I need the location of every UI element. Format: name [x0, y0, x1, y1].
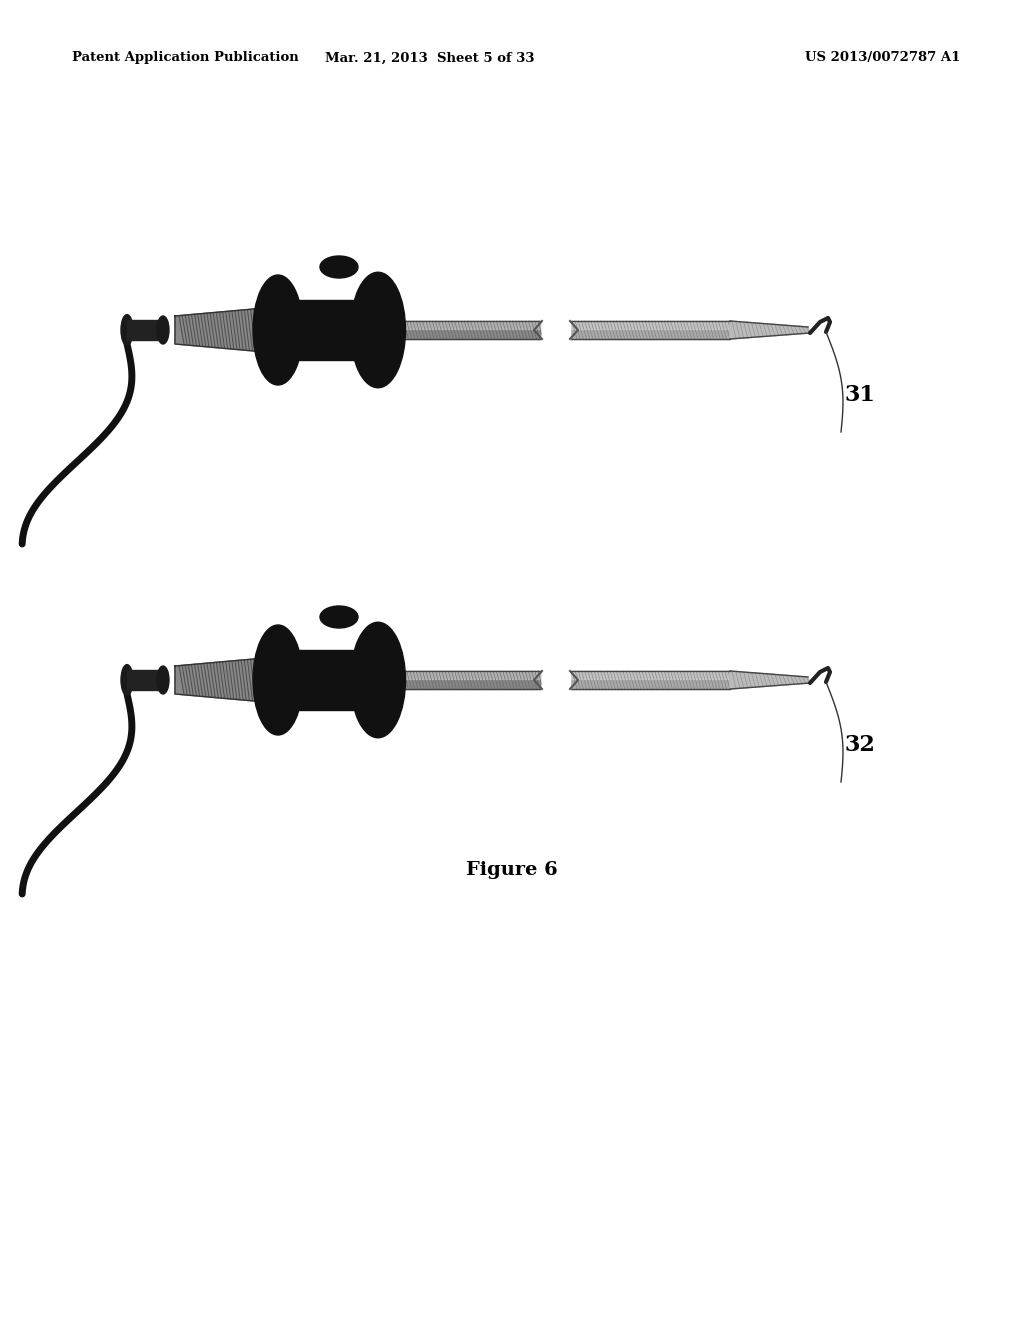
Text: 31: 31 [845, 384, 876, 407]
Polygon shape [395, 671, 540, 689]
Polygon shape [395, 321, 540, 339]
Text: 32: 32 [845, 734, 876, 756]
Polygon shape [730, 671, 810, 689]
Polygon shape [570, 671, 730, 689]
Polygon shape [570, 322, 730, 329]
Polygon shape [127, 321, 163, 339]
Ellipse shape [350, 622, 406, 738]
Polygon shape [570, 321, 730, 339]
Polygon shape [127, 671, 163, 690]
Ellipse shape [121, 664, 133, 696]
Polygon shape [395, 322, 540, 329]
Ellipse shape [157, 315, 169, 345]
Text: Mar. 21, 2013  Sheet 5 of 33: Mar. 21, 2013 Sheet 5 of 33 [326, 51, 535, 65]
Polygon shape [395, 672, 540, 678]
Ellipse shape [350, 272, 406, 388]
Polygon shape [268, 649, 388, 710]
Polygon shape [268, 300, 388, 360]
Ellipse shape [121, 314, 133, 346]
Ellipse shape [157, 667, 169, 694]
Ellipse shape [253, 624, 303, 735]
Ellipse shape [319, 606, 358, 628]
Text: Figure 6: Figure 6 [466, 861, 558, 879]
Polygon shape [730, 321, 810, 339]
Polygon shape [542, 669, 570, 690]
Text: US 2013/0072787 A1: US 2013/0072787 A1 [805, 51, 961, 65]
Polygon shape [175, 308, 265, 352]
Ellipse shape [253, 275, 303, 385]
Polygon shape [175, 657, 265, 702]
Ellipse shape [319, 256, 358, 279]
Polygon shape [542, 319, 570, 341]
Polygon shape [570, 672, 730, 678]
Text: Patent Application Publication: Patent Application Publication [72, 51, 299, 65]
